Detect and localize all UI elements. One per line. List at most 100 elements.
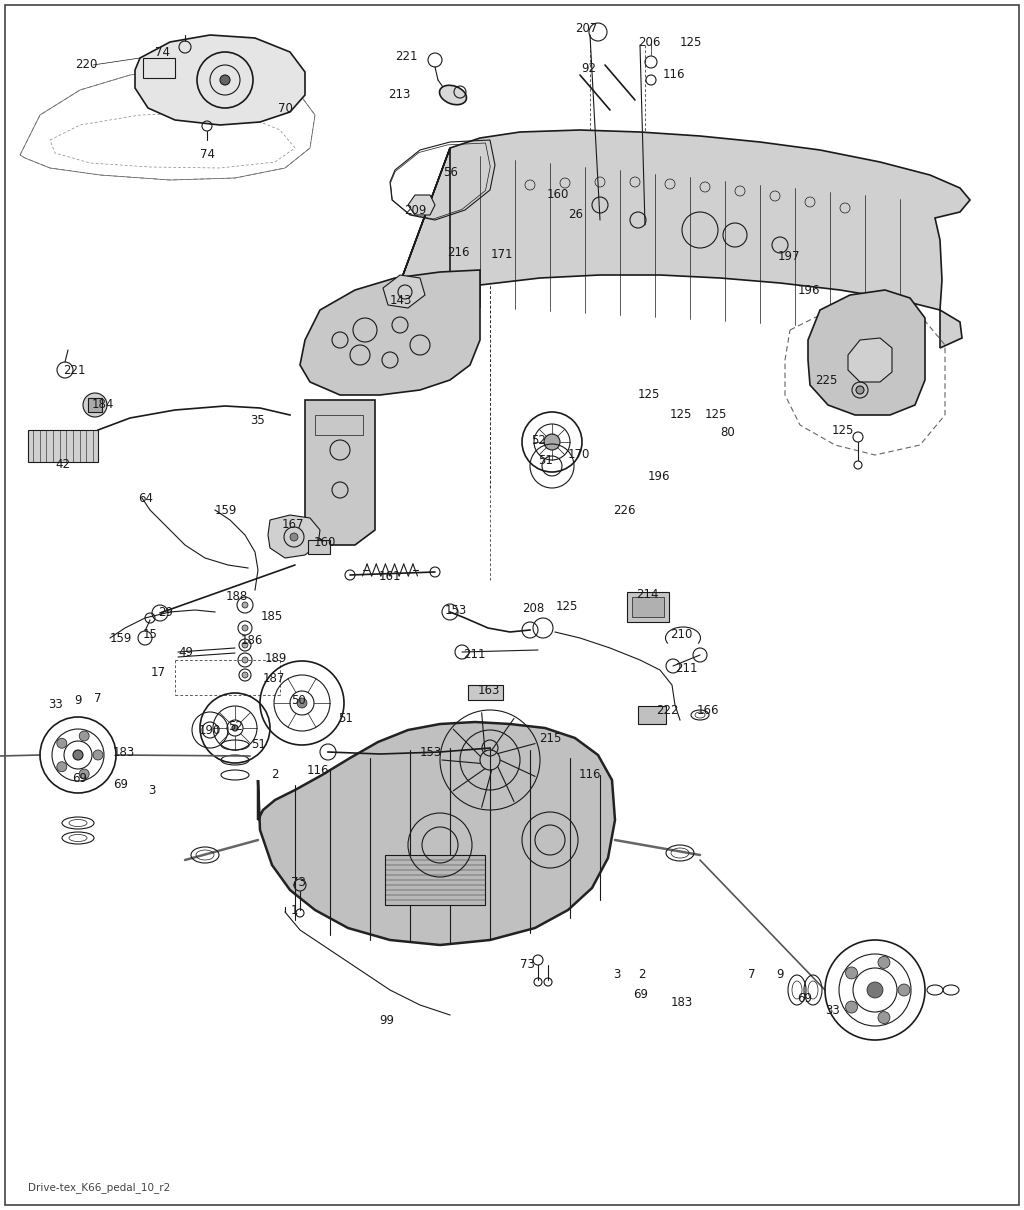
Text: 69: 69 (797, 991, 812, 1004)
Text: 208: 208 (522, 601, 544, 615)
Text: 2: 2 (271, 768, 279, 782)
Text: 214: 214 (636, 588, 658, 601)
Text: 159: 159 (110, 632, 132, 645)
Text: 125: 125 (680, 35, 702, 48)
Text: 196: 196 (648, 469, 671, 483)
Circle shape (242, 643, 248, 649)
Text: 69: 69 (72, 772, 87, 784)
Text: 7: 7 (94, 691, 101, 704)
Text: 171: 171 (490, 248, 513, 261)
Text: 125: 125 (670, 409, 692, 421)
Circle shape (846, 1001, 857, 1013)
Circle shape (856, 386, 864, 394)
Text: 167: 167 (282, 519, 304, 531)
Text: 29: 29 (158, 606, 173, 620)
Text: 15: 15 (143, 628, 158, 640)
Text: 213: 213 (388, 88, 411, 102)
Text: 3: 3 (613, 968, 621, 981)
Circle shape (93, 750, 103, 760)
Polygon shape (135, 35, 305, 125)
Text: 125: 125 (556, 600, 579, 613)
Bar (638, 705, 666, 724)
Circle shape (878, 1012, 890, 1024)
Bar (28, 430, 98, 462)
Text: 2: 2 (638, 968, 645, 981)
Text: 42: 42 (55, 459, 70, 472)
Bar (143, 58, 175, 77)
Polygon shape (808, 290, 925, 415)
Text: 3: 3 (148, 784, 156, 796)
Text: 74: 74 (155, 46, 170, 58)
Text: 26: 26 (568, 208, 583, 221)
Polygon shape (408, 195, 435, 215)
Text: 216: 216 (447, 246, 469, 259)
Text: 196: 196 (798, 283, 820, 296)
Circle shape (242, 657, 248, 663)
Circle shape (297, 698, 307, 708)
Text: 189: 189 (265, 652, 288, 666)
Text: 17: 17 (151, 666, 166, 679)
Text: 159: 159 (215, 503, 238, 517)
Text: 52: 52 (228, 720, 243, 732)
Text: 64: 64 (138, 491, 153, 505)
Text: 170: 170 (568, 449, 591, 461)
Polygon shape (383, 275, 425, 309)
Text: 50: 50 (291, 693, 306, 707)
Text: 166: 166 (697, 703, 720, 716)
Circle shape (56, 762, 67, 772)
Text: 69: 69 (113, 778, 128, 790)
Text: 161: 161 (379, 570, 401, 582)
Bar (315, 415, 362, 436)
Bar (385, 855, 485, 905)
Circle shape (232, 725, 238, 731)
Circle shape (242, 603, 248, 607)
Circle shape (867, 983, 883, 998)
Text: Drive-tex_K66_pedal_10_r2: Drive-tex_K66_pedal_10_r2 (28, 1182, 170, 1193)
Text: 220: 220 (75, 58, 97, 71)
Text: 116: 116 (663, 69, 685, 81)
Text: 183: 183 (113, 745, 135, 759)
Circle shape (878, 956, 890, 968)
Polygon shape (848, 338, 892, 382)
Ellipse shape (439, 85, 467, 105)
Polygon shape (300, 270, 480, 394)
Bar (468, 685, 503, 701)
Text: 51: 51 (251, 738, 266, 751)
Text: 188: 188 (226, 590, 248, 604)
Text: 163: 163 (478, 684, 501, 697)
Text: 185: 185 (261, 611, 284, 623)
Text: 116: 116 (307, 765, 330, 778)
Text: 7: 7 (748, 968, 756, 981)
Polygon shape (268, 515, 319, 558)
Circle shape (898, 984, 910, 996)
Text: 116: 116 (579, 768, 601, 782)
Text: 209: 209 (404, 203, 426, 217)
Text: 153: 153 (445, 604, 467, 617)
Text: 221: 221 (395, 51, 418, 63)
Text: 225: 225 (815, 374, 838, 386)
Text: 125: 125 (638, 388, 660, 402)
Text: 197: 197 (778, 250, 801, 264)
Text: 222: 222 (656, 703, 679, 716)
Bar (308, 540, 330, 554)
Text: 33: 33 (48, 698, 62, 711)
Text: 9: 9 (74, 693, 82, 707)
Text: 56: 56 (443, 166, 458, 179)
Text: 211: 211 (463, 647, 485, 661)
Text: 35: 35 (250, 414, 265, 426)
Text: 153: 153 (420, 747, 442, 760)
Text: 160: 160 (314, 536, 336, 549)
Circle shape (846, 967, 857, 979)
Text: 69: 69 (633, 989, 648, 1002)
Bar (632, 597, 664, 617)
Polygon shape (390, 129, 970, 348)
Circle shape (220, 75, 230, 85)
Text: 33: 33 (825, 1003, 840, 1016)
Circle shape (56, 738, 67, 748)
Text: 73: 73 (291, 876, 306, 889)
Text: 80: 80 (720, 426, 735, 438)
Circle shape (544, 434, 560, 450)
Circle shape (242, 672, 248, 678)
Text: 99: 99 (379, 1014, 394, 1026)
Text: 52: 52 (531, 433, 546, 446)
